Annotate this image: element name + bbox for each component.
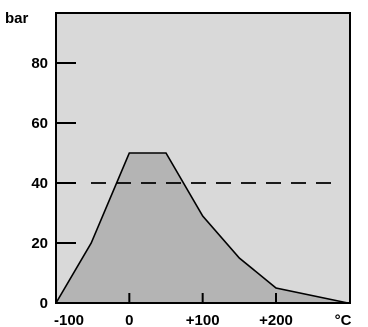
y-tick-label: 40	[31, 175, 48, 192]
area-series-line	[55, 152, 349, 304]
area-series-fill	[56, 153, 348, 303]
x-axis-unit: °C	[335, 312, 352, 327]
x-tick-label: 0	[125, 312, 133, 327]
x-tick-label: -100	[54, 312, 84, 327]
y-tick-label: 0	[40, 295, 48, 312]
x-tick-label: +100	[186, 312, 220, 327]
y-tick-label: 80	[31, 55, 48, 72]
y-tick-label: 20	[31, 235, 48, 252]
y-axis-label: bar	[5, 10, 29, 27]
y-axis-ticks: 0 20 40 60 80	[31, 55, 76, 312]
x-axis-ticks: -100 0 +100 +200	[54, 293, 293, 327]
y-tick-label: 60	[31, 115, 48, 132]
x-tick-label: +200	[259, 312, 293, 327]
